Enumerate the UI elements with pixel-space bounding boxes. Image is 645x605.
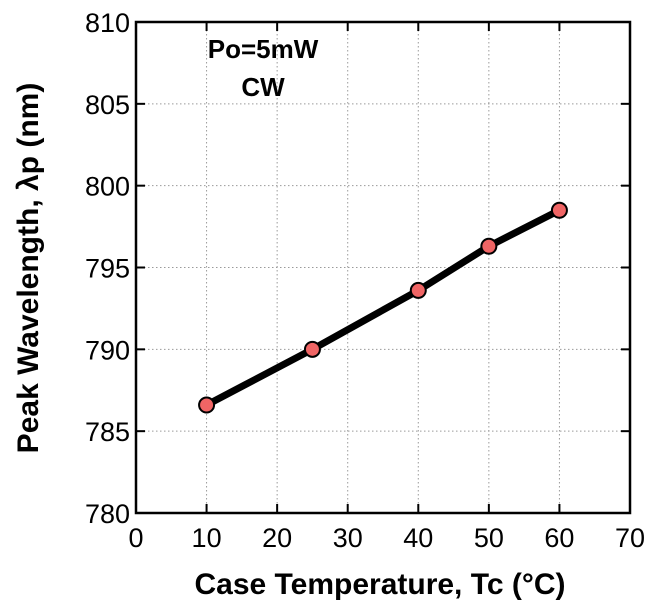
x-tick-label: 30 bbox=[333, 523, 363, 553]
data-point bbox=[550, 201, 568, 219]
series bbox=[198, 201, 568, 414]
y-tick-label: 785 bbox=[85, 417, 130, 447]
y-tick-label: 795 bbox=[85, 254, 130, 284]
y-tick-label: 810 bbox=[85, 8, 130, 38]
y-tick-label: 805 bbox=[85, 90, 130, 120]
tick-labels: 0 10 20 30 40 50 60 70 780 785 790 795 800 805 810 bbox=[85, 8, 645, 553]
x-tick-label: 70 bbox=[615, 523, 645, 553]
y-tick-label: 780 bbox=[85, 499, 130, 529]
x-tick-label: 0 bbox=[128, 523, 143, 553]
annotation: Po=5mW bbox=[208, 34, 319, 64]
data-point bbox=[303, 340, 321, 358]
x-axis-title: Case Temperature, Tc (°C) bbox=[195, 568, 566, 601]
x-tick-label: 50 bbox=[474, 523, 504, 553]
x-tick-label: 20 bbox=[262, 523, 292, 553]
x-tick-label: 40 bbox=[403, 523, 433, 553]
y-axis-title: Peak Wavelength, λp (nm) bbox=[12, 83, 45, 454]
data-point bbox=[480, 237, 498, 255]
x-tick-label: 10 bbox=[192, 523, 222, 553]
y-tick-label: 790 bbox=[85, 335, 130, 365]
data-point bbox=[409, 281, 427, 299]
y-tick-label: 800 bbox=[85, 172, 130, 202]
ticks bbox=[135, 21, 631, 514]
plot-frame bbox=[134, 20, 632, 515]
series-line bbox=[203, 206, 563, 409]
annotation: CW bbox=[241, 72, 285, 102]
grid bbox=[136, 22, 630, 513]
x-tick-label: 60 bbox=[544, 523, 574, 553]
annotations: Po=5mW CW bbox=[208, 34, 319, 102]
data-point bbox=[198, 396, 216, 414]
